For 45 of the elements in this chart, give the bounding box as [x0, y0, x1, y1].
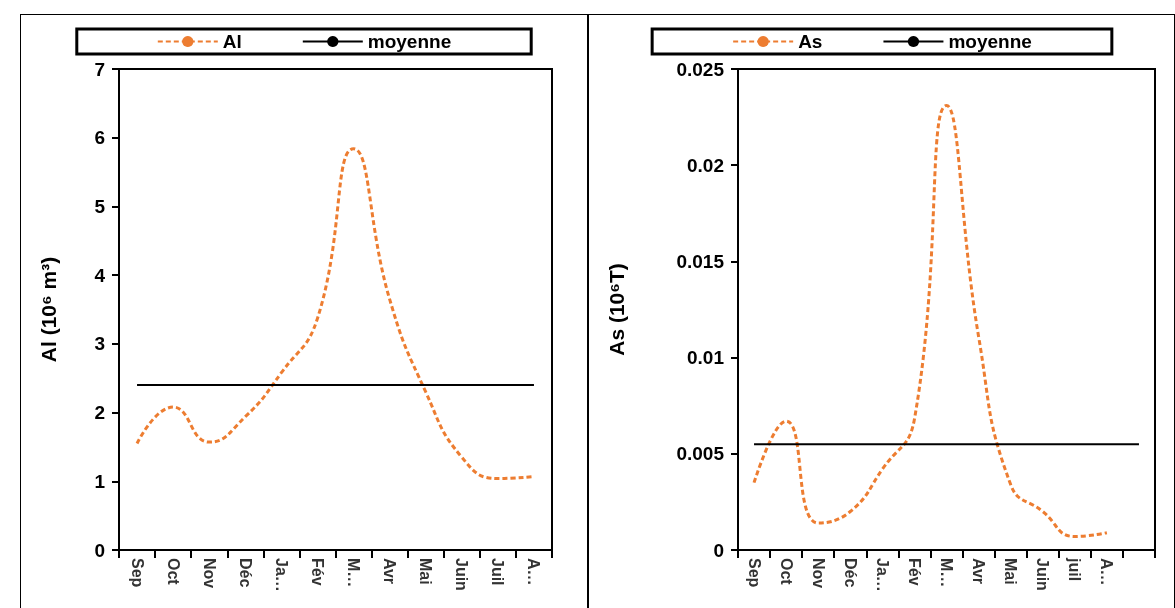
x-tick-label: Oct [777, 558, 795, 586]
legend-label: As [797, 31, 822, 52]
x-tick-label: Nov [200, 558, 218, 589]
x-tick-label: Ja… [873, 558, 891, 592]
line-series [752, 104, 1108, 539]
x-tick-label: Avr [381, 558, 399, 585]
x-tick-label: A… [525, 558, 543, 586]
x-tick-label: Ja… [272, 558, 290, 592]
x-tick-label: Sep [128, 558, 146, 588]
y-tick-label: 2 [94, 402, 105, 424]
y-axis-title: As (10⁶T) [604, 263, 628, 356]
y-axis-title: Al (10⁶ m³) [37, 256, 60, 363]
y-tick-label: 0.01 [686, 347, 724, 369]
legend-label: moyenne [947, 31, 1032, 52]
x-tick-label: Avr [969, 558, 987, 585]
x-tick-label: Déc [236, 558, 254, 588]
y-tick-label: 4 [94, 264, 106, 286]
y-tick-label: 0 [712, 539, 724, 561]
x-tick-label: Mai [1001, 558, 1019, 585]
legend-label: Al [222, 31, 242, 52]
y-tick-label: 0.005 [675, 443, 724, 465]
x-tick-label: A… [1097, 558, 1115, 586]
y-tick-label: 3 [94, 333, 105, 355]
legend-label: moyenne [367, 31, 452, 52]
y-tick-label: 5 [94, 195, 106, 217]
x-tick-label: Oct [164, 558, 182, 586]
x-tick-label: Juin [1033, 558, 1051, 591]
y-tick-label: 6 [94, 127, 105, 149]
y-tick-label: 0 [94, 539, 105, 561]
x-tick-label: juil [1065, 557, 1083, 582]
y-tick-label: 1 [94, 470, 106, 492]
x-tick-label: Juin [453, 558, 471, 591]
y-tick-label: 0.02 [686, 154, 724, 176]
x-tick-label: Fév [308, 558, 326, 586]
x-tick-label: M… [345, 558, 363, 588]
y-tick-label: 7 [94, 58, 105, 80]
x-tick-label: M… [937, 558, 955, 588]
y-tick-label: 0.015 [675, 250, 724, 272]
x-tick-label: Déc [841, 558, 859, 588]
x-tick-label: Fév [905, 558, 923, 586]
y-tick-label: 0.025 [675, 58, 724, 80]
x-tick-label: Sep [745, 558, 763, 588]
x-tick-label: Juil [489, 558, 507, 586]
x-tick-label: Nov [809, 558, 827, 589]
x-tick-label: Mai [417, 558, 435, 585]
